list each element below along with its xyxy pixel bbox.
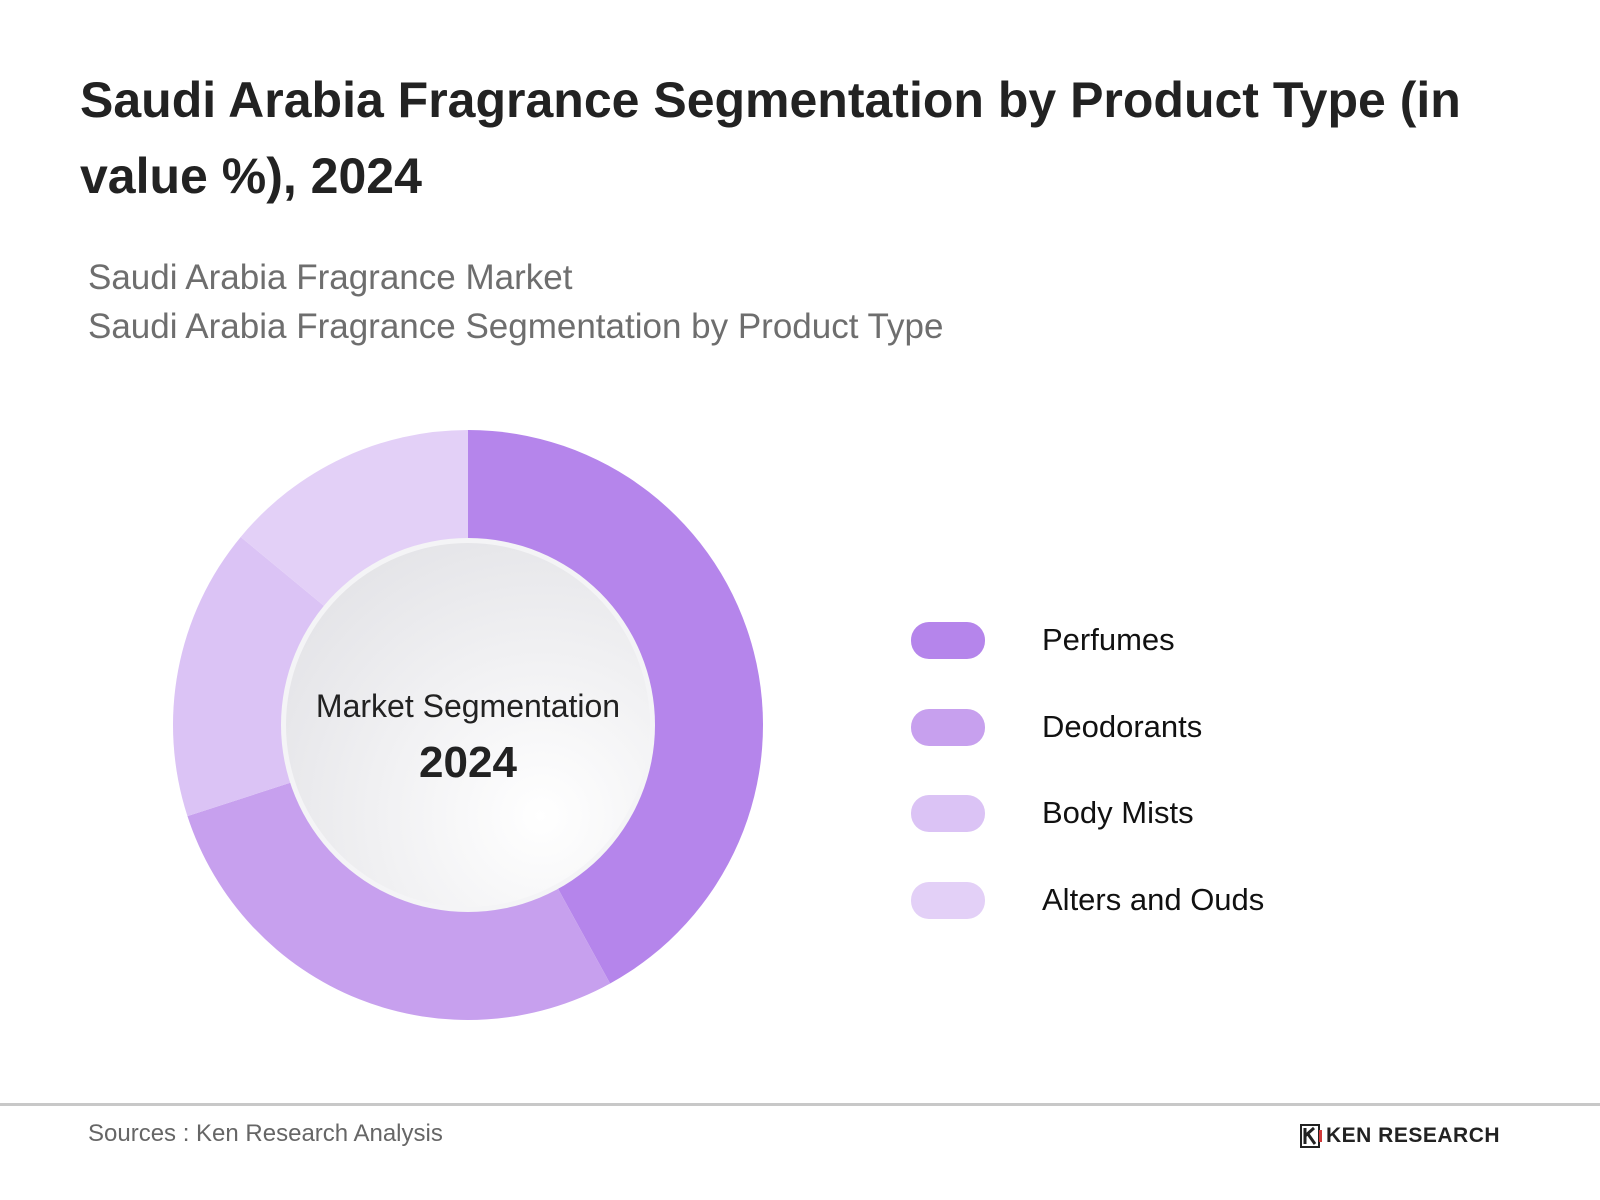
legend-label: Deodorants (1042, 709, 1203, 744)
center-year: 2024 (419, 738, 517, 787)
chart-subtitle-segmentation: Saudi Arabia Fragrance Segmentation by P… (88, 307, 944, 346)
legend-item: Perfumes (911, 620, 1175, 660)
source-note: Sources : Ken Research Analysis (88, 1120, 443, 1147)
legend-swatch (911, 621, 985, 659)
ken-research-logo: KEN RESEARCH (1300, 1124, 1500, 1148)
ken-research-logo-text: KEN RESEARCH (1326, 1124, 1501, 1147)
chart-subtitle-market: Saudi Arabia Fragrance Market (88, 258, 573, 297)
legend-swatch (911, 708, 985, 746)
legend-item: Alters and Ouds (911, 880, 1264, 920)
footer-divider (0, 1103, 1600, 1106)
legend-label: Perfumes (1042, 622, 1175, 657)
legend-label: Alters and Ouds (1042, 882, 1265, 917)
legend-item: Body Mists (911, 793, 1194, 833)
legend-label: Body Mists (1042, 795, 1194, 830)
legend-item: Deodorants (911, 707, 1202, 747)
donut-center (286, 543, 650, 907)
legend-swatch (911, 881, 985, 919)
center-label: Market Segmentation (315, 688, 621, 724)
ken-research-logo-icon (1300, 1124, 1322, 1148)
chart-title: Saudi Arabia Fragrance Segmentation by P… (80, 72, 1461, 204)
legend-swatch (911, 794, 985, 832)
